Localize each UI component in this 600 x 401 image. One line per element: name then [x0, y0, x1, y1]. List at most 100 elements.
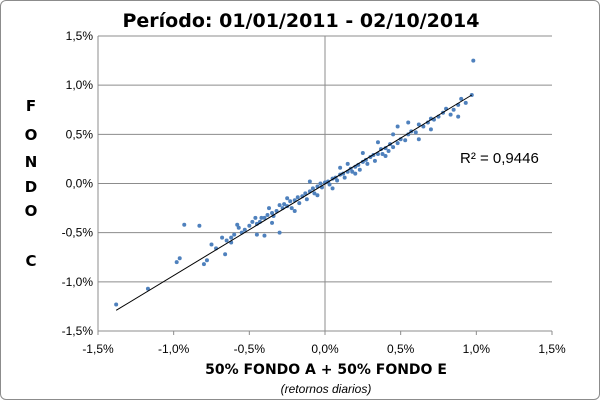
x-tick-label: -1,0% [158, 342, 190, 356]
data-point [395, 141, 400, 146]
data-point [391, 145, 396, 150]
data-point [338, 165, 343, 170]
data-point [365, 161, 370, 166]
data-point [310, 186, 315, 191]
data-point [413, 130, 418, 135]
data-point [282, 202, 287, 207]
x-axis-label: 50% FONDO A + 50% FONDO E [205, 362, 447, 378]
data-point [312, 191, 317, 196]
data-point [247, 223, 252, 228]
y-tick-label: -1,0% [62, 275, 94, 289]
data-point [297, 201, 302, 206]
data-point [253, 215, 258, 220]
data-point [277, 230, 282, 235]
y-tick-label: 0,5% [66, 127, 94, 141]
data-point [303, 191, 308, 196]
data-point [451, 107, 456, 112]
data-point [471, 58, 476, 63]
data-point [224, 238, 229, 243]
data-point [288, 199, 293, 204]
y-axis-label-letter: C [25, 252, 37, 270]
data-point [235, 222, 240, 227]
data-point [307, 179, 312, 184]
x-tick-label: 1,0% [463, 342, 491, 356]
data-point [197, 223, 202, 228]
data-point [353, 171, 358, 176]
data-point [182, 222, 187, 227]
x-tick-label: 1,5% [538, 342, 566, 356]
data-point [386, 149, 391, 154]
y-tick-label: 1,0% [66, 78, 94, 92]
data-point [270, 220, 275, 225]
y-axis-label-letter: O [24, 202, 38, 220]
data-point [375, 140, 380, 145]
y-axis-label-letter: N [24, 153, 38, 171]
data-point [463, 100, 468, 105]
data-point [259, 215, 264, 220]
data-point [327, 182, 332, 187]
data-point [174, 260, 179, 265]
y-tick-label: 1,5% [66, 29, 94, 43]
data-point [232, 232, 237, 237]
y-tick-label: -1,5% [62, 324, 94, 338]
data-point [372, 158, 377, 163]
y-axis-label-letter: D [24, 178, 38, 196]
data-point [345, 161, 350, 166]
y-tick-label: 0,0% [66, 177, 94, 191]
data-point [223, 252, 228, 257]
data-point [395, 124, 400, 129]
data-point [350, 169, 355, 174]
data-point [267, 206, 272, 211]
data-point [360, 151, 365, 156]
x-axis-sublabel: (retornos diarios) [280, 382, 372, 396]
data-point [262, 215, 267, 220]
data-point [114, 302, 119, 307]
trendline [115, 94, 473, 311]
data-point [254, 232, 259, 237]
data-point [456, 114, 461, 119]
data-point [204, 258, 209, 263]
data-point [177, 256, 182, 261]
data-point [201, 262, 206, 267]
data-point [292, 209, 297, 214]
data-point [428, 127, 433, 132]
data-point [448, 112, 453, 117]
y-tick-label: -0,5% [62, 226, 94, 240]
data-point [342, 175, 347, 180]
data-point [209, 242, 214, 247]
data-point [242, 227, 247, 232]
data-point [265, 212, 270, 217]
data-point [145, 286, 150, 291]
r-squared-label: R² = 0,9446 [460, 150, 539, 167]
data-point [357, 167, 362, 172]
data-point [285, 196, 290, 201]
data-point [220, 235, 225, 240]
data-point [295, 195, 300, 200]
data-point [406, 120, 411, 125]
y-axis-label-letter: O [24, 126, 38, 144]
data-point [330, 186, 335, 191]
data-point [315, 193, 320, 198]
x-tick-label: 0,0% [311, 342, 339, 356]
data-point [416, 122, 421, 127]
y-axis-label-letter: F [25, 97, 37, 115]
data-point [304, 197, 309, 202]
x-tick-label: -1,5% [82, 342, 114, 356]
data-point [262, 233, 267, 238]
data-point [318, 181, 323, 186]
data-point [270, 211, 275, 215]
data-point [289, 206, 294, 211]
data-point [335, 178, 340, 183]
data-point [383, 153, 388, 158]
data-point [380, 152, 385, 156]
data-point [391, 132, 396, 137]
data-point [416, 137, 421, 142]
data-point [236, 225, 241, 230]
x-tick-label: -0,5% [234, 342, 266, 356]
chart-title: Período: 01/01/2011 - 02/10/2014 [122, 10, 480, 32]
data-point [250, 219, 255, 224]
data-point [459, 96, 464, 101]
data-point [403, 138, 408, 143]
